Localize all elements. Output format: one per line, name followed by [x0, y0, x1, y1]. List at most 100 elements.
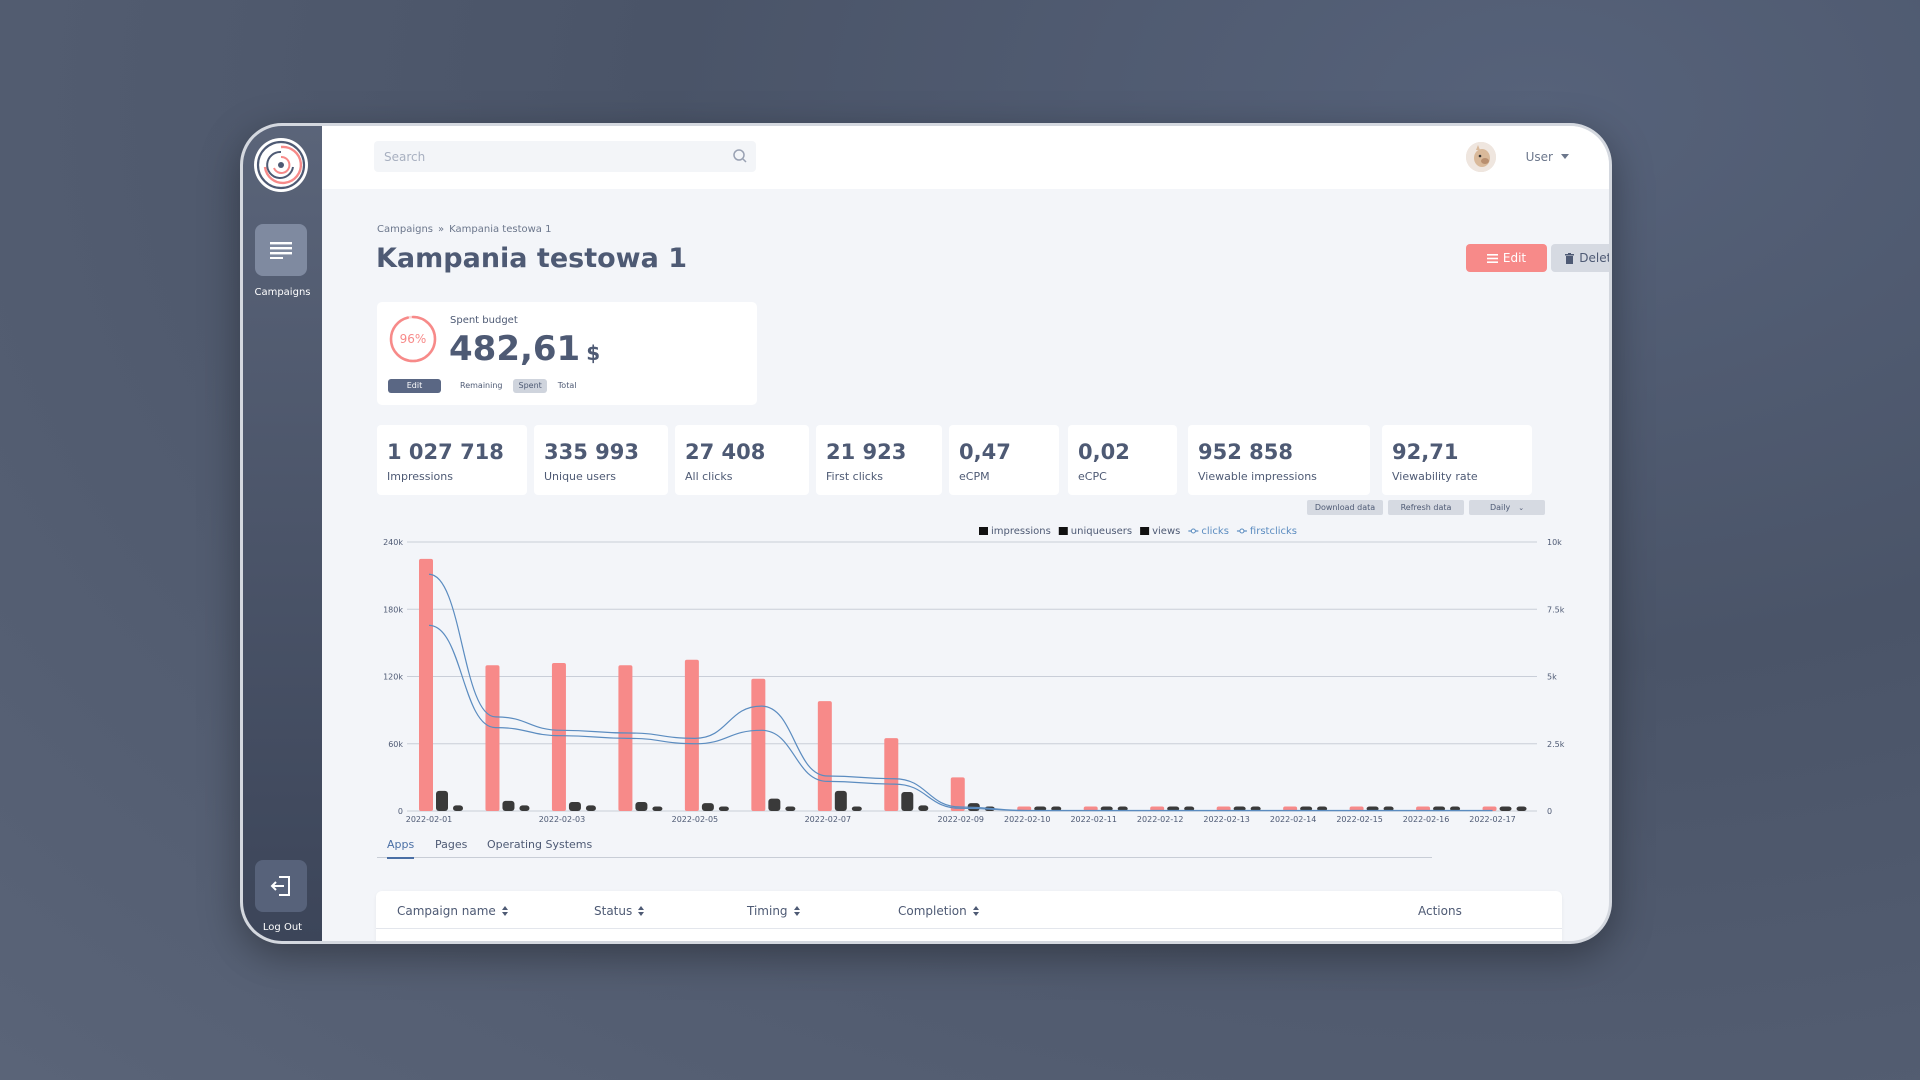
menu-lines-icon — [1486, 253, 1498, 263]
stat-card-impressions: 1 027 718 Impressions — [377, 425, 527, 495]
edit-button[interactable]: Edit — [1466, 244, 1547, 272]
sort-icon[interactable] — [972, 906, 979, 916]
column-label: Status — [594, 904, 633, 918]
bar-impressions — [551, 663, 566, 811]
toggle-total[interactable]: Total — [557, 381, 577, 390]
column-status[interactable]: Status — [594, 904, 645, 918]
logout-button[interactable] — [255, 860, 307, 912]
performance-chart: 0 0 60k 2.5k 120k 5k 180k 7.5k 240k 10k 2022-02-01… — [383, 526, 1565, 824]
x-tick-label: 2022-02-09 — [938, 815, 985, 824]
bar-uniqueusers — [1499, 806, 1512, 811]
stat-card-viewable-impressions: 952 858 Viewable impressions — [1188, 425, 1370, 495]
budget-currency: $ — [586, 341, 601, 365]
legend-label-firstclicks: firstclicks — [1250, 526, 1297, 537]
y-left-tick-label: 60k — [388, 740, 403, 749]
stat-value: 952 858 — [1198, 440, 1293, 464]
app-logo[interactable] — [253, 137, 309, 193]
bar-impressions — [684, 659, 699, 811]
stat-value: 0,02 — [1078, 440, 1130, 464]
budget-toggle-group: Remaining Spent Total — [455, 379, 581, 393]
legend-label-clicks: clicks — [1201, 526, 1229, 537]
stat-card-ecpc: 0,02 eCPC — [1068, 425, 1177, 495]
y-left-tick-label: 0 — [398, 807, 403, 816]
y-right-tick-label: 2.5k — [1547, 740, 1565, 749]
user-menu-label[interactable]: User — [1525, 150, 1553, 164]
x-tick-label: 2022-02-16 — [1403, 815, 1450, 824]
budget-percent: 96% — [399, 332, 427, 346]
download-data-button[interactable]: Download data — [1307, 500, 1383, 515]
column-label: Actions — [1418, 904, 1462, 918]
tab-pages[interactable]: Pages — [435, 838, 468, 851]
search-input[interactable] — [374, 141, 756, 172]
legend-marker-clicks — [1190, 528, 1196, 534]
user-avatar[interactable] — [1466, 142, 1496, 172]
legend-swatch-uniqueusers — [1058, 527, 1068, 535]
bar-views — [918, 805, 929, 811]
x-tick-label: 2022-02-10 — [1004, 815, 1051, 824]
x-tick-label: 2022-02-01 — [406, 815, 453, 824]
stat-card-ecpm: 0,47 eCPM — [949, 425, 1059, 495]
breadcrumb-separator: » — [438, 224, 445, 235]
budget-card: 96% Spent budget 482,61 $ Edit Remaining … — [377, 302, 757, 405]
toggle-remaining[interactable]: Remaining — [460, 381, 503, 390]
bar-views — [1516, 806, 1527, 811]
sort-icon[interactable] — [793, 906, 800, 916]
y-right-tick-label: 5k — [1547, 673, 1557, 682]
breadcrumb-campaigns-link[interactable]: Campaigns — [377, 224, 434, 235]
stat-value: 27 408 — [685, 440, 766, 464]
bar-uniqueusers — [568, 802, 581, 811]
bar-views — [519, 805, 530, 811]
logout-label[interactable]: Log Out — [262, 922, 303, 933]
search-icon[interactable] — [732, 148, 748, 164]
budget-edit-button[interactable]: Edit — [388, 379, 441, 393]
y-left-tick-label: 120k — [383, 673, 403, 682]
x-tick-label: 2022-02-07 — [805, 815, 852, 824]
bar-uniqueusers — [635, 802, 648, 811]
x-tick-label: 2022-02-17 — [1469, 815, 1516, 824]
chevron-down-icon[interactable] — [1561, 154, 1569, 159]
sort-icon[interactable] — [638, 906, 645, 916]
toggle-spent[interactable]: Spent — [513, 379, 547, 393]
bar-views — [652, 806, 663, 811]
stat-label: Unique users — [544, 470, 617, 483]
y-left-tick-label: 240k — [383, 538, 403, 547]
bar-uniqueusers — [701, 803, 714, 811]
nav-campaigns-button[interactable] — [255, 224, 307, 276]
stat-value: 21 923 — [826, 440, 907, 464]
tab-operating-systems[interactable]: Operating Systems — [487, 838, 593, 851]
stat-card-unique-users: 335 993 Unique users — [534, 425, 668, 495]
column-actions: Actions — [1418, 904, 1462, 918]
bar-impressions — [419, 558, 433, 811]
interval-select[interactable]: Daily ⌄ — [1469, 500, 1545, 515]
bar-views — [585, 805, 596, 811]
page-title: Kampania testowa 1 — [376, 243, 688, 274]
stat-card-all-clicks: 27 408 All clicks — [675, 425, 809, 495]
y-right-tick-label: 7.5k — [1547, 605, 1565, 614]
column-timing[interactable]: Timing — [747, 904, 800, 918]
legend-swatch-views — [1140, 527, 1150, 535]
legend-label-impressions: impressions — [991, 526, 1051, 537]
legend-label-uniqueusers: uniqueusers — [1071, 526, 1132, 537]
tab-apps[interactable]: Apps — [387, 838, 415, 859]
sort-icon[interactable] — [501, 906, 508, 916]
budget-value: 482,61 $ — [449, 329, 600, 369]
x-tick-label: 2022-02-12 — [1137, 815, 1184, 824]
chevron-down-icon: ⌄ — [1518, 503, 1525, 512]
budget-progress-ring — [389, 315, 437, 363]
stat-label: eCPM — [959, 470, 990, 483]
budget-label: Spent budget — [450, 315, 518, 326]
delete-button[interactable]: Delete — [1551, 244, 1609, 272]
stat-value: 335 993 — [544, 440, 639, 464]
column-completion[interactable]: Completion — [898, 904, 979, 918]
x-tick-label: 2022-02-15 — [1336, 815, 1383, 824]
legend-marker-firstclicks — [1239, 528, 1245, 534]
stat-label: Impressions — [387, 470, 453, 483]
x-tick-label: 2022-02-13 — [1203, 815, 1250, 824]
stat-value: 0,47 — [959, 440, 1011, 464]
column-campaign-name[interactable]: Campaign name — [397, 904, 508, 918]
refresh-data-button[interactable]: Refresh data — [1388, 500, 1464, 515]
breakdown-tabs: Apps Pages Operating Systems — [377, 838, 1432, 859]
bar-views — [785, 806, 796, 811]
bar-uniqueusers — [901, 791, 914, 811]
nav-campaigns-label[interactable]: Campaigns — [254, 287, 311, 298]
